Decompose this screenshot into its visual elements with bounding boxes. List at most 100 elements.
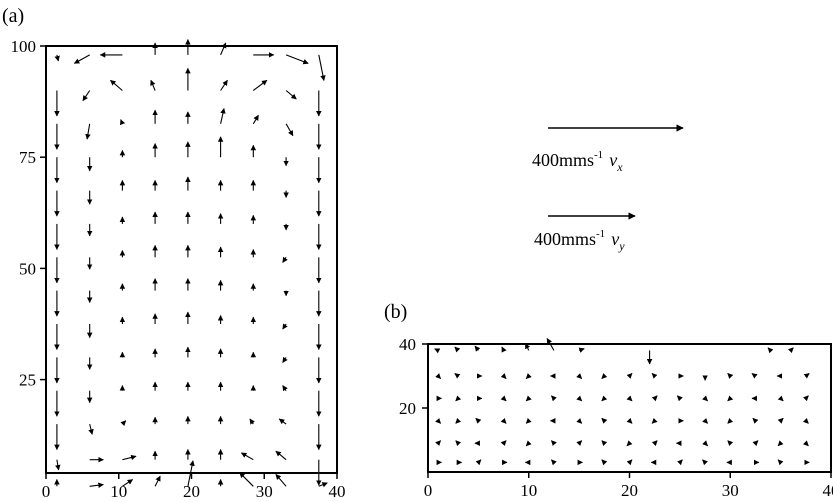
ref-vy-v: v xyxy=(611,229,619,249)
velocity-arrow xyxy=(525,417,532,424)
ref-vy-text: 400mms xyxy=(534,229,596,249)
velocity-arrow xyxy=(802,395,809,402)
velocity-arrow xyxy=(702,459,708,466)
velocity-arrow xyxy=(803,372,810,379)
velocity-arrow xyxy=(318,482,328,488)
velocity-arrow xyxy=(546,338,555,351)
y-tick-label: 50 xyxy=(19,259,36,278)
velocity-arrow xyxy=(252,79,268,91)
velocity-arrow xyxy=(578,347,585,353)
velocity-arrow xyxy=(601,459,608,466)
velocity-arrow xyxy=(576,440,583,447)
reference-arrow-vy: 400mms-1 vy xyxy=(534,212,636,253)
velocity-arrow xyxy=(626,459,633,466)
x-tick-label: 20 xyxy=(621,481,638,500)
velocity-arrow xyxy=(777,417,784,424)
x-tick-label: 0 xyxy=(424,481,433,500)
panel-b-ticks: 0 10 20 30 40 20 40 xyxy=(399,335,833,500)
velocity-arrow xyxy=(777,395,784,402)
velocity-arrow xyxy=(455,395,462,402)
velocity-arrow xyxy=(626,417,633,424)
x-tick-label: 30 xyxy=(722,481,739,500)
velocity-arrow xyxy=(220,79,228,91)
velocity-arrow xyxy=(751,372,758,379)
velocity-arrow xyxy=(88,423,94,435)
velocity-arrow xyxy=(702,395,708,402)
velocity-arrow xyxy=(455,417,462,424)
velocity-arrow xyxy=(89,482,104,488)
panel-b-frame xyxy=(427,343,832,473)
velocity-arrow xyxy=(85,123,91,140)
velocity-arrow xyxy=(727,373,734,379)
velocity-arrow xyxy=(455,440,462,447)
velocity-arrow xyxy=(120,119,126,126)
velocity-arrow xyxy=(702,440,708,447)
y-tick-label: 40 xyxy=(399,335,416,354)
velocity-arrow xyxy=(122,479,134,487)
velocity-arrow xyxy=(282,323,288,330)
velocity-arrow xyxy=(601,373,608,379)
velocity-arrow xyxy=(500,417,507,424)
x-tick-label: 0 xyxy=(42,482,51,501)
velocity-arrow xyxy=(54,54,60,62)
panel-b-vectors xyxy=(434,338,810,466)
velocity-arrow xyxy=(275,473,287,487)
velocity-arrow xyxy=(626,440,633,447)
velocity-arrow xyxy=(525,440,532,447)
velocity-arrow xyxy=(727,440,734,447)
velocity-arrow xyxy=(318,54,326,81)
velocity-arrow xyxy=(752,417,759,424)
velocity-arrow xyxy=(626,373,633,379)
velocity-arrow xyxy=(551,459,557,466)
x-tick-label: 10 xyxy=(110,482,127,501)
velocity-arrow xyxy=(676,395,683,402)
velocity-arrow xyxy=(150,79,156,91)
velocity-arrow xyxy=(154,475,161,487)
velocity-arrow xyxy=(120,420,127,427)
velocity-arrow xyxy=(500,373,507,379)
reference-arrow-vx-label: 400mms-1 vx xyxy=(532,149,623,174)
y-tick-label: 20 xyxy=(399,399,416,418)
velocity-arrow xyxy=(651,373,658,379)
velocity-arrow xyxy=(727,417,734,424)
ref-vy-sub: y xyxy=(618,239,625,253)
x-tick-label: 10 xyxy=(520,481,537,500)
velocity-arrow xyxy=(767,347,774,354)
velocity-arrow xyxy=(220,107,226,124)
y-tick-label: 75 xyxy=(19,148,36,167)
velocity-arrow xyxy=(576,417,583,424)
reference-arrow-vx: 400mms-1 vx xyxy=(532,124,684,174)
ref-vx-sub: x xyxy=(616,160,623,174)
ref-vx-sup: -1 xyxy=(594,149,603,161)
x-tick-label: 20 xyxy=(183,482,200,501)
velocity-arrow xyxy=(82,90,91,102)
velocity-arrow xyxy=(501,346,507,353)
velocity-arrow xyxy=(777,440,784,447)
reference-arrow-vy-label: 400mms-1 vy xyxy=(534,228,625,253)
velocity-arrow xyxy=(525,395,532,402)
velocity-arrow xyxy=(601,395,608,402)
velocity-arrow xyxy=(285,123,294,137)
velocity-arrow xyxy=(239,472,254,487)
velocity-arrow xyxy=(282,385,288,392)
ref-vx-text: 400mms xyxy=(532,150,594,170)
velocity-arrow xyxy=(802,440,809,447)
velocity-arrow xyxy=(551,440,557,447)
velocity-arrow xyxy=(220,42,227,56)
y-tick-label: 25 xyxy=(19,371,36,390)
panel-a-vectors xyxy=(54,39,328,488)
velocity-arrow xyxy=(275,450,287,461)
velocity-arrow xyxy=(475,459,482,466)
velocity-arrow xyxy=(500,395,507,402)
x-tick-label: 30 xyxy=(256,482,273,501)
velocity-arrow xyxy=(576,373,583,379)
velocity-arrow xyxy=(651,417,658,424)
velocity-arrow xyxy=(626,395,633,402)
velocity-arrow xyxy=(474,345,481,352)
velocity-arrow xyxy=(752,440,759,447)
velocity-arrow xyxy=(454,346,461,353)
velocity-arrow xyxy=(525,373,532,379)
ref-vx-v: v xyxy=(609,150,617,170)
x-tick-label: 40 xyxy=(823,481,833,500)
